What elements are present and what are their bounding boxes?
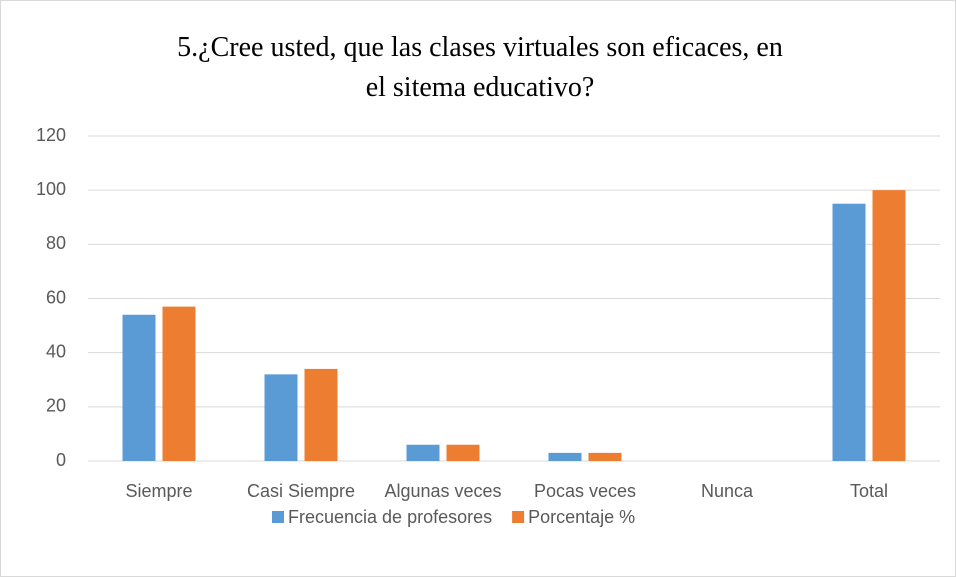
legend-swatch bbox=[272, 511, 284, 523]
x-tick-label: Total bbox=[850, 481, 888, 501]
x-tick-label: Nunca bbox=[701, 481, 754, 501]
bar bbox=[162, 306, 196, 461]
y-tick-label: 100 bbox=[36, 179, 66, 199]
y-tick-label: 40 bbox=[46, 341, 66, 361]
x-tick-label: Algunas veces bbox=[384, 481, 501, 501]
x-tick-label: Pocas veces bbox=[534, 481, 636, 501]
y-tick-label: 0 bbox=[56, 450, 66, 470]
legend-swatch bbox=[512, 511, 525, 523]
chart-title: 5.¿Cree usted, que las clases virtuales … bbox=[177, 32, 783, 103]
bar bbox=[264, 374, 298, 461]
bar bbox=[446, 444, 480, 461]
bar bbox=[548, 452, 582, 461]
x-tick-label: Siempre bbox=[125, 481, 192, 501]
bar bbox=[122, 314, 156, 461]
bar bbox=[304, 368, 338, 461]
legend-label: Porcentaje % bbox=[528, 507, 635, 527]
y-tick-label: 120 bbox=[36, 125, 66, 145]
bar bbox=[832, 203, 866, 462]
bar bbox=[406, 444, 440, 461]
bar bbox=[872, 190, 906, 461]
y-tick-label: 60 bbox=[46, 287, 66, 307]
y-tick-label: 80 bbox=[46, 233, 66, 253]
bar bbox=[588, 452, 622, 461]
y-tick-label: 20 bbox=[46, 396, 66, 416]
x-tick-label: Casi Siempre bbox=[247, 481, 355, 501]
legend-label: Frecuencia de profesores bbox=[288, 507, 492, 527]
